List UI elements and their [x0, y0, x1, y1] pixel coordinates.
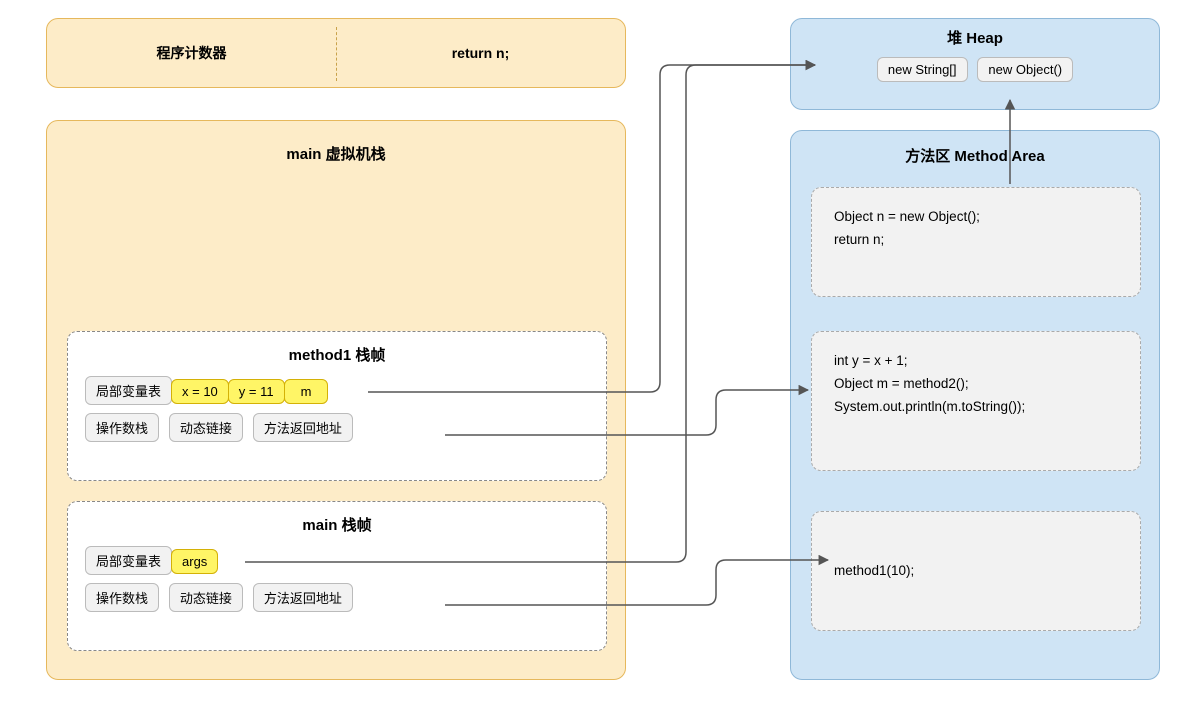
code-line: Object n = new Object();	[834, 206, 1118, 229]
stack-frame-method1: method1 栈帧 局部变量表x = 10y = 11m 操作数栈 动态链接 …	[67, 331, 607, 481]
code-block-method2: Object n = new Object(); return n;	[811, 187, 1141, 297]
code-line: int y = x + 1;	[834, 350, 1118, 373]
var-m: m	[284, 379, 329, 404]
frame1-title: method1 栈帧	[68, 332, 606, 369]
code-block-method1: int y = x + 1; Object m = method2(); Sys…	[811, 331, 1141, 471]
pc-register-value: return n;	[452, 45, 510, 61]
heap-item-string-array: new String[]	[877, 57, 968, 82]
code-line: Object m = method2();	[834, 373, 1118, 396]
heap-box: 堆 Heap new String[] new Object()	[790, 18, 1160, 110]
var-y: y = 11	[228, 379, 285, 404]
var-args: args	[171, 549, 218, 574]
local-vars-label: 局部变量表	[85, 376, 172, 405]
dynamic-link-btn: 动态链接	[169, 413, 243, 442]
code-line: method1(10);	[834, 560, 914, 583]
heap-item-object: new Object()	[977, 57, 1073, 82]
var-x: x = 10	[171, 379, 229, 404]
method-area-box: 方法区 Method Area Object n = new Object();…	[790, 130, 1160, 680]
pc-register-box: 程序计数器 return n;	[46, 18, 626, 88]
code-line: System.out.println(m.toString());	[834, 396, 1118, 419]
code-line: return n;	[834, 229, 1118, 252]
local-vars-label: 局部变量表	[85, 546, 172, 575]
operand-stack-btn: 操作数栈	[85, 413, 159, 442]
vm-stack-box: main 虚拟机栈 method1 栈帧 局部变量表x = 10y = 11m …	[46, 120, 626, 680]
return-addr-btn: 方法返回地址	[253, 413, 353, 442]
code-block-main: method1(10);	[811, 511, 1141, 631]
method-area-title: 方法区 Method Area	[791, 131, 1159, 174]
frame2-title: main 栈帧	[68, 502, 606, 539]
dynamic-link-btn: 动态链接	[169, 583, 243, 612]
stack-frame-main: main 栈帧 局部变量表args 操作数栈 动态链接 方法返回地址	[67, 501, 607, 651]
operand-stack-btn: 操作数栈	[85, 583, 159, 612]
pc-register-label: 程序计数器	[157, 43, 227, 63]
vm-stack-title: main 虚拟机栈	[47, 121, 625, 174]
heap-title: 堆 Heap	[791, 19, 1159, 52]
return-addr-btn: 方法返回地址	[253, 583, 353, 612]
